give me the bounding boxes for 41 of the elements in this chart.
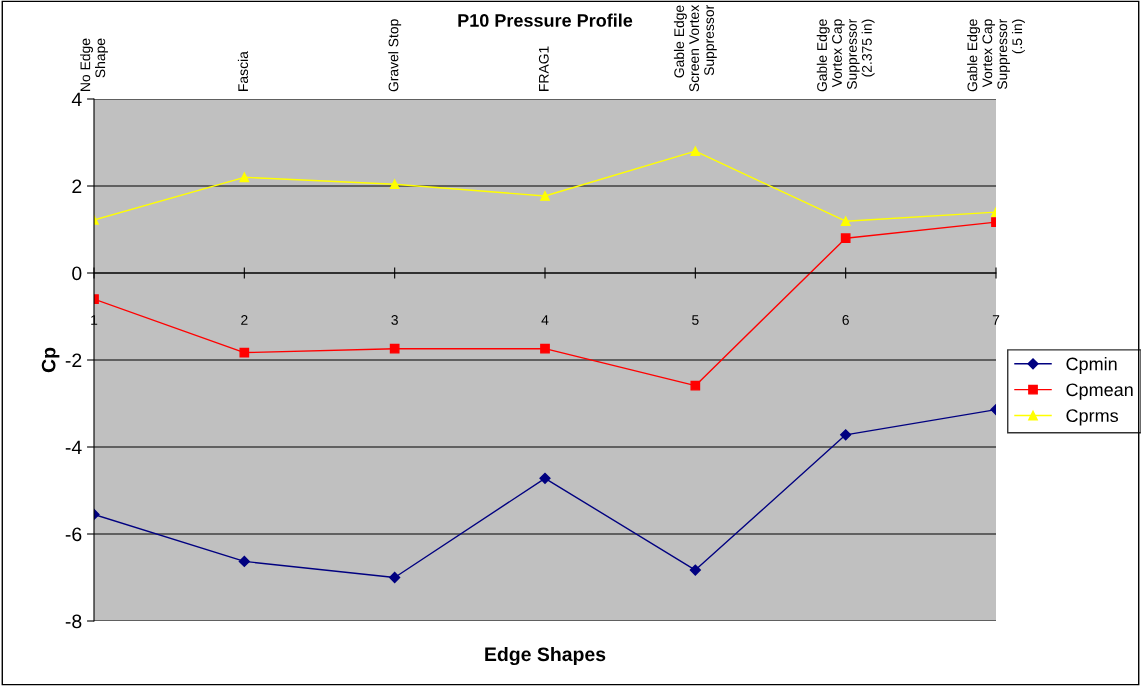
text: Gable Edge Vortex Cap Suppressor (2.375 in): [816, 18, 875, 92]
legend-label: Cpmean: [1066, 383, 1133, 400]
point: [238, 555, 250, 568]
x-tick-label: 5: [692, 315, 699, 325]
point: [840, 429, 852, 441]
point: [239, 172, 250, 183]
x-tick-label: 3: [391, 315, 398, 325]
x-tick-label: 2: [241, 315, 248, 325]
x-tick-label: 7: [992, 315, 1000, 325]
x-tick-label: 6: [842, 315, 849, 325]
y-tick-label: -2: [65, 353, 82, 368]
y-axis-title: Cp: [41, 347, 60, 373]
y-tick-label: 0: [72, 266, 82, 281]
y-tick-label: -6: [65, 527, 82, 542]
point: [840, 216, 851, 227]
text: Gravel Stop: [388, 19, 402, 92]
y-tick-label: 4: [71, 92, 82, 107]
y-tick-label: -8: [65, 614, 82, 629]
point: [840, 233, 851, 244]
point: [689, 564, 701, 576]
text: No Edge Shape: [80, 38, 108, 91]
legend-label: Cprms: [1066, 409, 1119, 426]
point: [690, 146, 701, 157]
point: [389, 179, 400, 190]
y-tick-label: -4: [65, 440, 82, 455]
y-tick-label: 2: [72, 179, 82, 194]
chart-title: P10 Pressure Profile: [458, 13, 633, 27]
point: [239, 347, 250, 358]
x-axis-title: Edge Shapes: [485, 646, 606, 666]
x-tick-label: 4: [541, 315, 549, 325]
legend-label: Cpmin: [1066, 357, 1117, 374]
point: [389, 343, 400, 354]
text: Gable Edge Vortex Cap Suppressor (.5 in): [967, 18, 1025, 92]
point: [540, 191, 550, 201]
text: FRAG1: [538, 46, 549, 91]
point: [540, 343, 550, 354]
point: [690, 380, 701, 391]
text: Fascia: [237, 51, 249, 91]
point: [539, 472, 551, 484]
point: [389, 571, 401, 584]
text: Gable Edge Screen Vortex Suppressor: [673, 4, 717, 92]
